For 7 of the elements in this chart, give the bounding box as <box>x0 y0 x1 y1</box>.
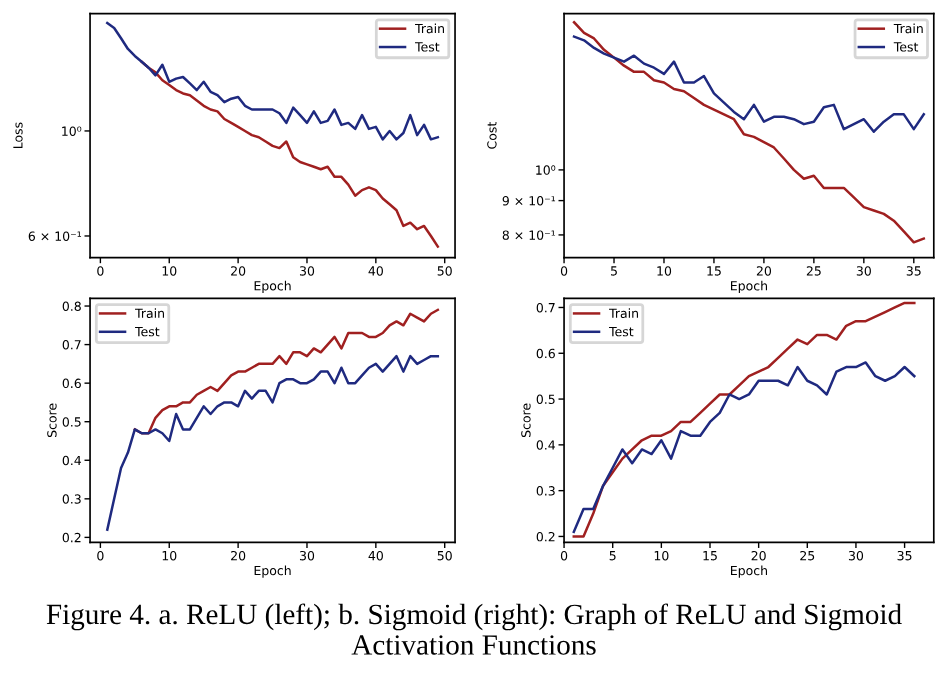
caption: Figure 4. a. ReLU (left); b. Sigmoid (right): Graph of ReLU and Sigmoid Activation Functions <box>46 603 902 655</box>
line-series <box>572 35 926 133</box>
line-series <box>572 361 916 534</box>
line-series <box>572 301 916 538</box>
line-series <box>572 20 926 244</box>
line-series <box>106 354 440 531</box>
line-series <box>106 21 440 141</box>
